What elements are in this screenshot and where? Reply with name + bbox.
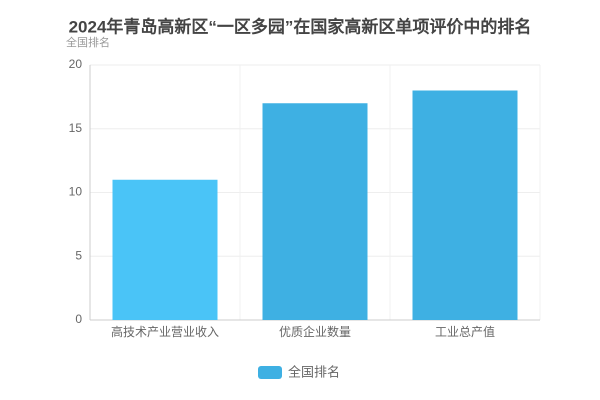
legend-swatch xyxy=(258,366,282,379)
y-tick-label: 15 xyxy=(69,121,83,135)
x-tick-label: 高技术产业营业收入 xyxy=(111,324,219,339)
x-tick-label: 工业总产值 xyxy=(435,324,495,339)
bar xyxy=(412,90,518,320)
y-tick-label: 10 xyxy=(69,185,83,199)
bar xyxy=(112,179,218,320)
y-tick-label: 20 xyxy=(69,57,83,71)
y-tick-label: 5 xyxy=(75,248,82,262)
legend-label: 全国排名 xyxy=(288,364,340,379)
y-tick-label: 0 xyxy=(75,312,82,326)
y-axis-label: 全国排名 xyxy=(66,35,110,49)
bar xyxy=(262,103,368,320)
x-tick-label: 优质企业数量 xyxy=(279,324,351,339)
chart-title: 2024年青岛高新区“一区多园”在国家高新区单项评价中的排名 xyxy=(69,16,532,36)
